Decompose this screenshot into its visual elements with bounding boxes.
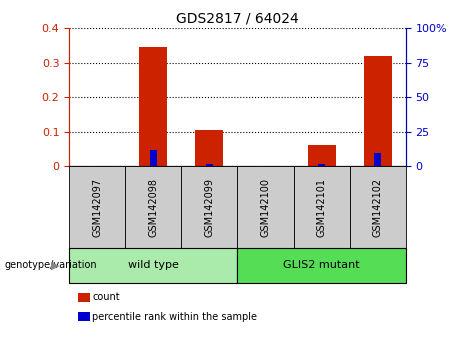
Title: GDS2817 / 64024: GDS2817 / 64024 bbox=[176, 12, 299, 26]
Text: GSM142099: GSM142099 bbox=[204, 178, 214, 236]
Bar bbox=[139, 47, 167, 166]
Bar bbox=[307, 145, 336, 166]
Bar bbox=[364, 56, 392, 166]
Bar bbox=[195, 130, 224, 166]
Bar bbox=[206, 164, 213, 166]
Text: GSM142097: GSM142097 bbox=[92, 177, 102, 237]
Text: GSM142102: GSM142102 bbox=[372, 177, 383, 237]
Bar bbox=[374, 153, 381, 166]
Text: percentile rank within the sample: percentile rank within the sample bbox=[92, 312, 257, 322]
Text: ▶: ▶ bbox=[52, 261, 60, 270]
Text: GSM142100: GSM142100 bbox=[260, 178, 271, 236]
Text: wild type: wild type bbox=[128, 261, 179, 270]
Bar bbox=[318, 164, 325, 166]
Text: GLIS2 mutant: GLIS2 mutant bbox=[283, 261, 360, 270]
Text: count: count bbox=[92, 292, 120, 302]
Text: GSM142098: GSM142098 bbox=[148, 178, 158, 236]
Text: genotype/variation: genotype/variation bbox=[5, 261, 97, 270]
Text: GSM142101: GSM142101 bbox=[317, 178, 326, 236]
Bar bbox=[150, 150, 157, 166]
